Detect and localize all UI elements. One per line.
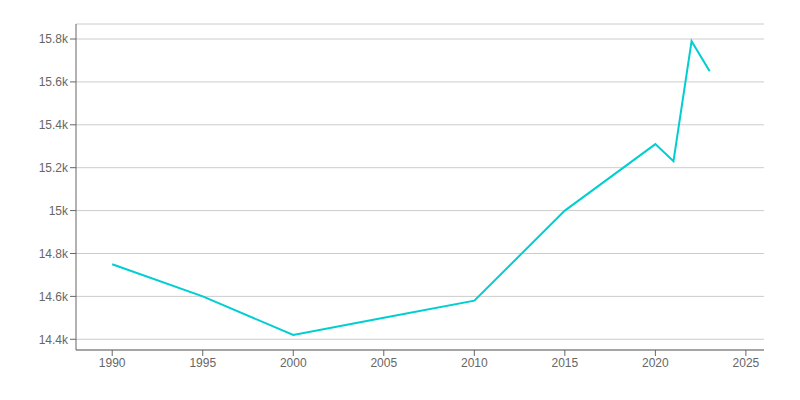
svg-text:15.2k: 15.2k bbox=[39, 161, 69, 175]
svg-text:14.4k: 14.4k bbox=[39, 333, 69, 347]
svg-text:2005: 2005 bbox=[370, 356, 397, 370]
svg-text:15.4k: 15.4k bbox=[39, 118, 69, 132]
svg-text:15.6k: 15.6k bbox=[39, 75, 69, 89]
svg-text:2015: 2015 bbox=[551, 356, 578, 370]
svg-text:1990: 1990 bbox=[99, 356, 126, 370]
svg-text:2010: 2010 bbox=[461, 356, 488, 370]
svg-text:2000: 2000 bbox=[280, 356, 307, 370]
svg-text:2020: 2020 bbox=[642, 356, 669, 370]
svg-text:14.8k: 14.8k bbox=[39, 247, 69, 261]
svg-text:15k: 15k bbox=[49, 204, 69, 218]
svg-text:15.8k: 15.8k bbox=[39, 32, 69, 46]
svg-text:2025: 2025 bbox=[733, 356, 760, 370]
svg-text:14.6k: 14.6k bbox=[39, 290, 69, 304]
svg-text:1995: 1995 bbox=[189, 356, 216, 370]
